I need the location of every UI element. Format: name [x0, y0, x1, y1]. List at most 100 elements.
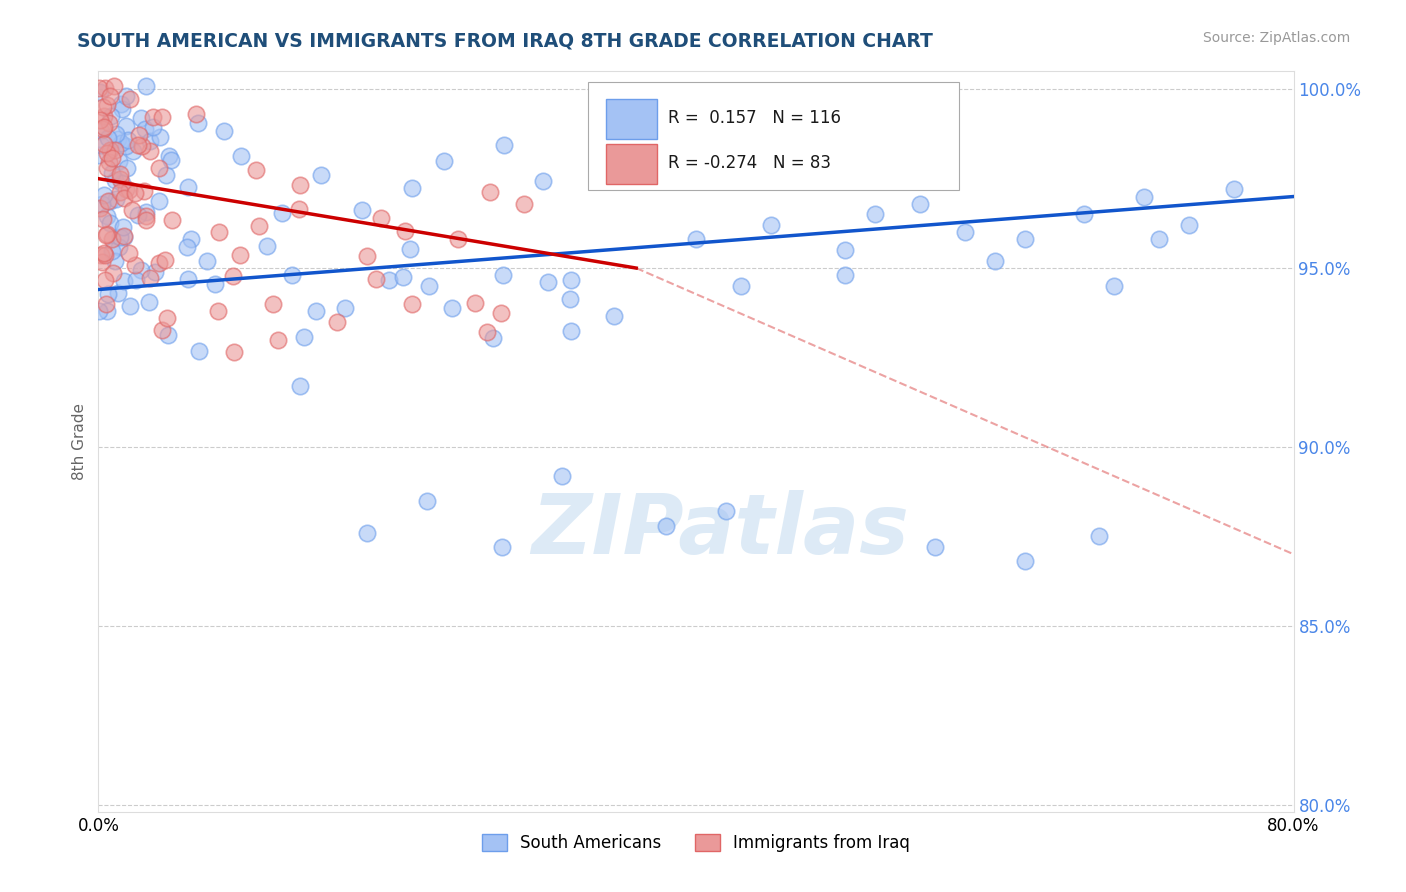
Point [89, 148, 111, 162]
Point [924, 540, 946, 554]
Point [187, 343, 209, 358]
Point [558, 293, 581, 307]
Point [125, 273, 148, 287]
Point [391, 270, 413, 285]
Point [309, 169, 332, 183]
Point [280, 268, 302, 282]
Point [350, 203, 373, 218]
Point [115, 138, 138, 153]
Point [1223, 182, 1246, 196]
Point [176, 240, 198, 254]
Point [759, 218, 782, 232]
Point [685, 232, 707, 246]
Point [212, 124, 235, 138]
Point [100, 109, 122, 123]
Point [117, 161, 139, 176]
Point [93, 188, 115, 202]
Point [94, 248, 117, 262]
Point [142, 111, 165, 125]
FancyBboxPatch shape [606, 145, 657, 184]
Point [229, 248, 252, 262]
Point [492, 138, 515, 153]
Point [134, 122, 156, 136]
Point [207, 304, 229, 318]
Point [247, 219, 270, 234]
Point [93, 120, 115, 135]
Legend: South Americans, Immigrants from Iraq: South Americans, Immigrants from Iraq [475, 828, 917, 859]
Point [104, 254, 127, 268]
Point [513, 197, 536, 211]
Point [91, 212, 114, 227]
Point [143, 265, 166, 279]
Point [118, 92, 141, 106]
Point [104, 128, 127, 142]
Point [98, 88, 121, 103]
Point [222, 345, 245, 359]
Point [187, 116, 209, 130]
Point [127, 138, 149, 153]
Point [94, 273, 117, 287]
Point [441, 301, 464, 316]
Point [124, 186, 146, 200]
Point [97, 286, 120, 301]
Text: ZIPatlas: ZIPatlas [531, 490, 908, 571]
Point [475, 326, 498, 340]
Point [93, 80, 115, 95]
Point [115, 89, 138, 103]
Point [112, 191, 135, 205]
Point [267, 333, 290, 347]
Point [111, 102, 134, 116]
Point [180, 232, 202, 246]
Point [138, 145, 160, 159]
Point [121, 202, 143, 217]
Point [1178, 218, 1201, 232]
Point [129, 262, 152, 277]
Point [96, 145, 118, 160]
Point [156, 310, 179, 325]
Point [730, 279, 752, 293]
Point [531, 174, 554, 188]
FancyBboxPatch shape [589, 82, 959, 190]
Point [127, 209, 149, 223]
Point [142, 120, 165, 135]
Point [364, 272, 387, 286]
Point [104, 143, 127, 157]
Text: R = -0.274   N = 83: R = -0.274 N = 83 [668, 153, 831, 171]
Point [377, 273, 399, 287]
Point [97, 130, 120, 145]
Point [270, 205, 292, 219]
Point [108, 240, 131, 254]
Point [305, 303, 328, 318]
Point [97, 194, 120, 208]
Point [550, 468, 572, 483]
Point [292, 330, 315, 344]
Point [118, 245, 141, 260]
Point [159, 153, 181, 167]
Point [91, 121, 114, 136]
Point [117, 133, 139, 147]
Point [96, 98, 118, 112]
Point [160, 213, 183, 227]
Point [491, 540, 513, 554]
Point [110, 136, 132, 151]
Point [91, 197, 114, 211]
Point [356, 525, 378, 540]
Point [150, 110, 173, 124]
Point [132, 184, 155, 198]
Point [148, 161, 170, 175]
Point [107, 132, 129, 146]
Point [150, 323, 173, 337]
Point [155, 168, 177, 182]
Point [537, 275, 560, 289]
Point [93, 109, 115, 123]
Point [96, 228, 118, 243]
Point [157, 328, 180, 343]
Point [157, 149, 180, 163]
Point [138, 271, 160, 285]
Point [87, 304, 110, 318]
Point [115, 119, 138, 133]
FancyBboxPatch shape [606, 99, 657, 139]
Point [953, 225, 976, 239]
Point [89, 85, 111, 99]
Point [1088, 529, 1111, 543]
